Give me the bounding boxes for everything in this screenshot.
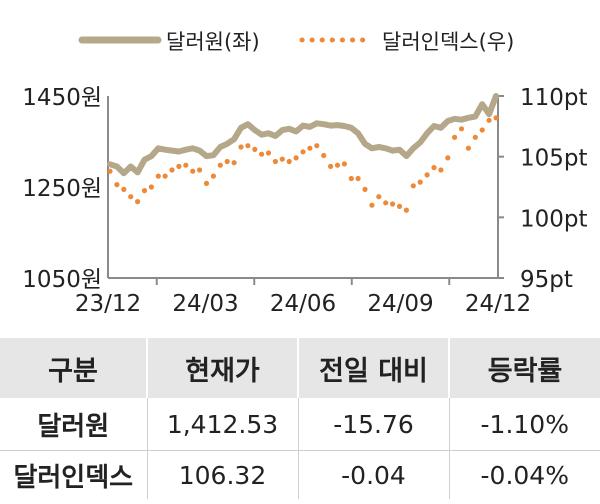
dxy-point — [245, 143, 251, 149]
y-right-tick-label: 110pt — [520, 85, 588, 111]
dxy-point — [238, 144, 244, 150]
dxy-point — [486, 117, 492, 123]
dxy-point — [383, 200, 389, 206]
dxy-point — [128, 194, 134, 200]
legend-label-usdkrw: 달러원(좌) — [166, 30, 260, 54]
series-usdkrw — [107, 93, 499, 177]
series-dxy — [107, 115, 499, 213]
row-label-dxy: 달러인덱스 — [13, 462, 134, 493]
dxy-point — [279, 156, 285, 162]
dxy-point — [458, 126, 465, 132]
dxy-point — [438, 167, 444, 173]
dxy-point — [410, 183, 416, 189]
dxy-point — [472, 134, 478, 140]
dxy-point — [431, 165, 437, 171]
chart-legend: 달러원(좌) 달러인덱스(우) — [78, 30, 514, 54]
dxy-point — [135, 199, 141, 205]
dxy-point — [396, 203, 403, 209]
dxy-point — [141, 188, 148, 194]
dxy-point — [190, 168, 196, 174]
dxy-point — [348, 175, 354, 182]
x-tick-label: 23/12 — [75, 291, 141, 317]
dxy-point — [224, 158, 230, 165]
cell-price: 106.32 — [146, 450, 298, 499]
quote-table: 구분 현재가 전일 대비 등락률 달러원 1,412.53 -15.76 -1.… — [0, 338, 600, 499]
dxy-point — [321, 152, 327, 159]
dxy-point — [265, 150, 272, 156]
chart-axes: 1450원 1250원 1050원 110pt 105pt 100pt 95pt 23/12 2… — [22, 85, 587, 317]
table-row: 달러원 1,412.53 -15.76 -1.10% — [0, 398, 600, 451]
dxy-point — [362, 186, 368, 192]
dxy-point — [307, 145, 313, 151]
y-right-tick-label: 100pt — [520, 206, 588, 232]
x-tick-label: 24/06 — [270, 291, 336, 317]
col-header-rate: 등락률 — [448, 338, 600, 398]
cell-rate: -1.10% — [448, 398, 600, 451]
dxy-point — [162, 173, 168, 179]
dxy-point — [107, 168, 113, 174]
dxy-point — [300, 149, 306, 155]
dxy-point — [452, 134, 458, 140]
usdkrw-line — [107, 93, 499, 177]
y-left-tick-label: 1250원 — [22, 176, 102, 202]
dxy-point — [479, 127, 485, 133]
dxy-point — [183, 162, 189, 168]
y-right-tick-label: 95pt — [520, 267, 573, 293]
dxy-point — [252, 146, 258, 152]
dxy-point — [328, 163, 334, 169]
dxy-point — [231, 160, 237, 166]
dxy-point — [272, 158, 278, 165]
dxy-point — [341, 161, 347, 167]
cell-price: 1,412.53 — [146, 398, 298, 451]
dxy-point — [197, 167, 203, 173]
y-right-tick-label: 105pt — [520, 146, 588, 172]
legend-label-dxy: 달러인덱스(우) — [382, 30, 514, 54]
cell-rate: -0.04% — [448, 450, 600, 499]
dxy-point — [169, 167, 175, 173]
y-left-tick-label: 1450원 — [22, 85, 102, 111]
dxy-point — [114, 182, 120, 188]
dxy-point — [148, 184, 154, 190]
dxy-point — [259, 151, 265, 157]
dxy-point — [355, 175, 361, 182]
row-label-usdkrw: 달러원 — [0, 398, 147, 451]
fx-chart: 달러원(좌) 달러인덱스(우) 1450원 1250원 1050원 110pt 105p… — [22, 30, 587, 317]
dxy-point — [217, 162, 223, 168]
y-left-tick-label: 1050원 — [22, 267, 102, 293]
dxy-point — [376, 194, 382, 200]
dxy-point — [369, 202, 375, 208]
x-tick-label: 24/03 — [172, 291, 238, 317]
dxy-point — [314, 143, 320, 149]
dxy-point — [403, 207, 409, 213]
col-header-price: 현재가 — [146, 338, 298, 398]
table-header-row: 구분 현재가 전일 대비 등락률 — [0, 338, 600, 398]
dxy-point — [390, 201, 396, 207]
dxy-point — [445, 155, 451, 161]
table-row: 달러인덱스 106.32 -0.04 -0.04% — [0, 450, 600, 499]
dxy-point — [176, 163, 182, 169]
cell-change: -0.04 — [297, 450, 449, 499]
x-tick-label: 24/12 — [465, 291, 531, 317]
dxy-point — [121, 186, 127, 192]
dxy-point — [334, 162, 341, 168]
dxy-point — [417, 179, 423, 185]
dxy-point — [465, 145, 471, 151]
dxy-point — [203, 180, 210, 186]
dxy-point — [155, 173, 161, 179]
cell-change: -15.76 — [297, 398, 449, 451]
x-tick-label: 24/09 — [367, 291, 433, 317]
dxy-point — [493, 115, 499, 121]
dxy-point — [210, 173, 216, 179]
col-header-change: 전일 대비 — [297, 338, 449, 398]
dxy-point — [286, 158, 292, 165]
col-header-category: 구분 — [0, 338, 147, 398]
dxy-point — [424, 172, 430, 178]
dxy-point — [293, 155, 299, 161]
